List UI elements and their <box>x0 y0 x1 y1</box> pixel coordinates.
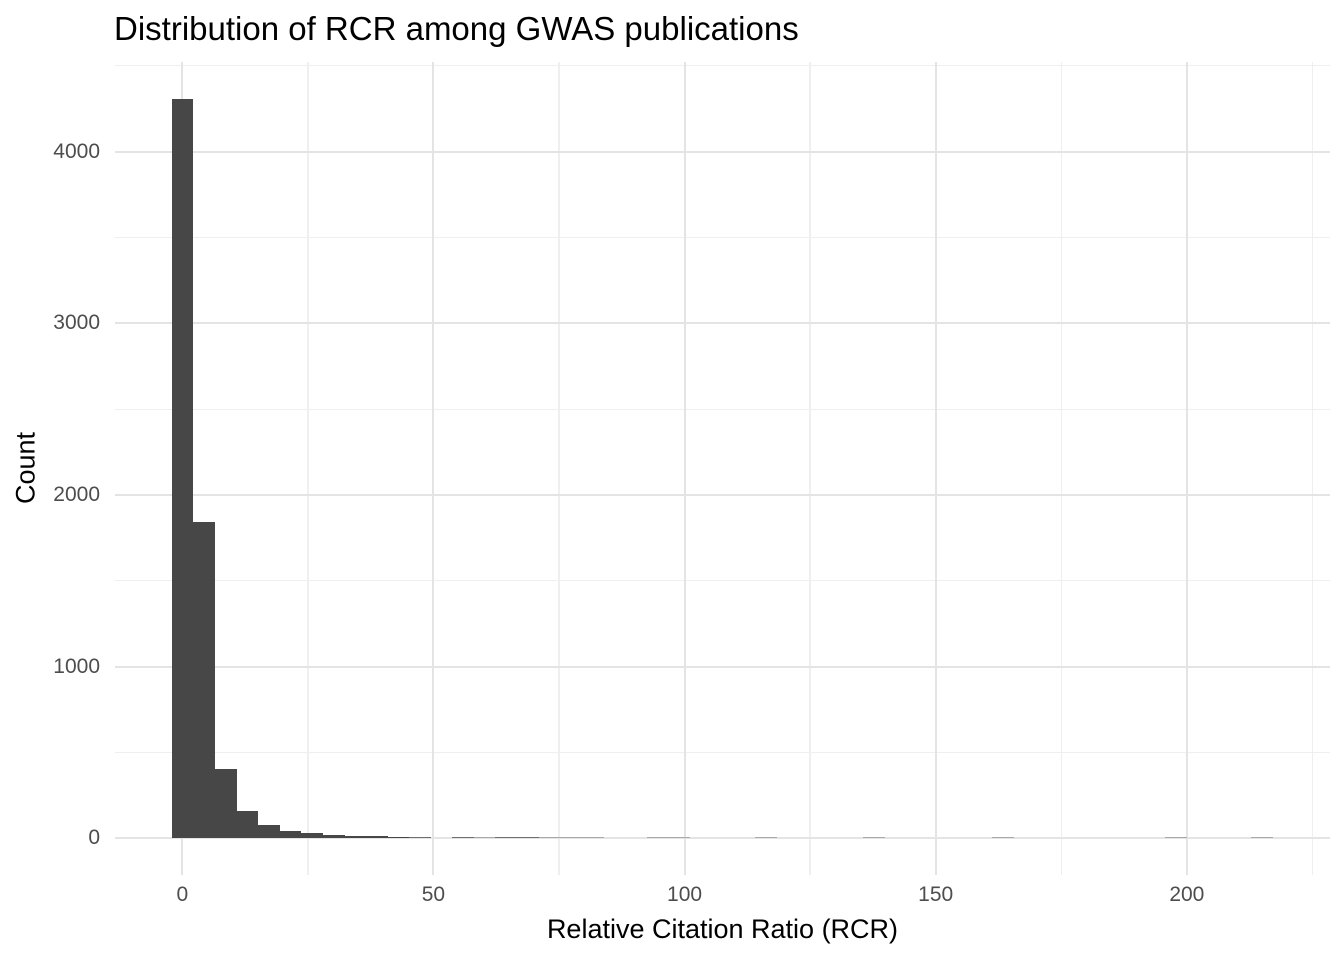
gridline-x-major <box>432 62 435 875</box>
x-tick-label: 0 <box>176 883 189 906</box>
x-tick-label: 50 <box>421 883 446 906</box>
histogram-bar <box>214 768 237 839</box>
histogram-bar <box>646 837 669 839</box>
gridline-x-minor <box>1311 62 1314 875</box>
histogram-bar <box>365 836 388 839</box>
gridline-y-major <box>115 665 1330 668</box>
plot-panel <box>115 62 1330 875</box>
histogram-bar <box>668 837 691 839</box>
y-tick-label: 4000 <box>53 139 100 163</box>
histogram-bar <box>279 831 302 839</box>
gridline-x-minor <box>1060 62 1063 875</box>
histogram-bar <box>322 834 345 839</box>
histogram-bar <box>1165 837 1187 839</box>
histogram-bar <box>171 98 194 839</box>
histogram-bar <box>301 833 323 839</box>
histogram-bar <box>754 837 777 839</box>
y-axis-title: Count <box>10 431 41 505</box>
gridline-x-minor <box>307 62 309 875</box>
gridline-y-major <box>115 322 1330 325</box>
x-tick-label: 150 <box>918 883 954 906</box>
gridline-x-minor <box>558 62 560 875</box>
histogram-bar <box>538 837 561 839</box>
histogram-bar <box>581 837 604 839</box>
y-tick-label: 2000 <box>53 483 100 507</box>
x-tick-label: 100 <box>667 883 703 906</box>
gridline-y-minor <box>115 65 1330 67</box>
gridline-x-minor <box>809 62 811 875</box>
x-axis-title: Relative Citation Ratio (RCR) <box>546 914 899 944</box>
histogram-bar <box>495 837 518 839</box>
gridline-x-major <box>683 62 686 875</box>
histogram-bar <box>409 837 431 839</box>
histogram-bar <box>344 835 367 839</box>
histogram-bar <box>517 837 539 839</box>
histogram-bar <box>992 837 1015 839</box>
histogram-bar <box>560 837 583 839</box>
chart-title: Distribution of RCR among GWAS publicati… <box>114 10 799 47</box>
histogram-bar <box>1251 837 1274 839</box>
gridline-x-major <box>934 62 937 875</box>
gridline-y-minor <box>115 752 1330 754</box>
histogram-bar <box>862 837 885 839</box>
y-tick-label: 3000 <box>53 311 100 335</box>
gridline-x-major <box>1185 62 1188 875</box>
gridline-y-minor <box>115 408 1330 410</box>
y-tick-label: 1000 <box>53 654 100 678</box>
histogram-bar <box>193 521 215 839</box>
histogram-bar <box>473 837 496 839</box>
histogram-bar <box>236 810 259 839</box>
gridline-y-minor <box>115 580 1330 582</box>
gridline-y-major <box>115 494 1330 497</box>
histogram-bar <box>387 836 410 839</box>
histogram-bar <box>257 824 280 839</box>
histogram-bar <box>452 837 475 839</box>
gridline-y-minor <box>115 237 1330 239</box>
gridline-y-major <box>115 150 1330 153</box>
y-tick-label: 0 <box>88 826 100 850</box>
gridline-y-major <box>115 837 1330 840</box>
x-tick-label: 200 <box>1169 883 1205 906</box>
